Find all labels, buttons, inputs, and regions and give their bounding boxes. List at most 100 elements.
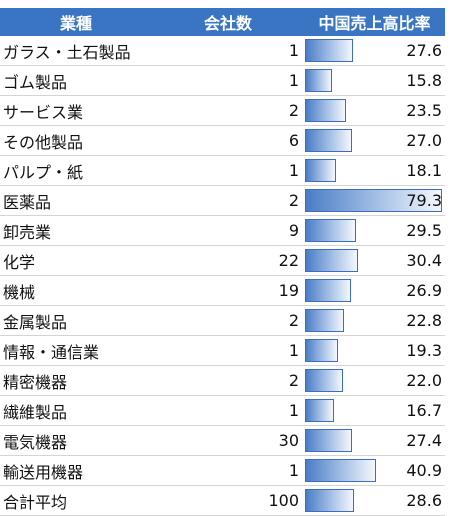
- ratio-data-bar: [305, 459, 376, 482]
- table-row: ゴム製品 1 15.8: [0, 66, 445, 96]
- china-sales-ratio: 27.0: [406, 131, 442, 150]
- company-count: 1: [288, 41, 299, 60]
- china-sales-ratio: 26.9: [406, 281, 442, 300]
- industry-name: 金属製品: [3, 312, 68, 332]
- company-count: 2: [288, 191, 299, 210]
- ratio-data-bar: [305, 369, 343, 392]
- ratio-cell: 19.3: [305, 336, 445, 365]
- china-sales-ratio: 28.6: [406, 491, 442, 510]
- ratio-cell: 27.0: [305, 126, 445, 155]
- industry-table: 業種 会社数 中国売上高比率 ガラス・土石製品 1 27.6 ゴム製品 1 15.8 サービ…: [0, 8, 445, 516]
- ratio-cell: 26.9: [305, 276, 445, 305]
- company-count: 19: [278, 281, 299, 300]
- ratio-cell: 22.0: [305, 366, 445, 395]
- ratio-cell: 30.4: [305, 246, 445, 275]
- company-count: 2: [288, 371, 299, 390]
- header-industry: 業種: [59, 14, 92, 33]
- table-row: 精密機器 2 22.0: [0, 366, 445, 396]
- ratio-cell: 29.5: [305, 216, 445, 245]
- ratio-data-bar: [305, 399, 334, 422]
- ratio-data-bar: [305, 99, 346, 122]
- industry-name: その他製品: [3, 132, 84, 152]
- table-row: 情報・通信業 1 19.3: [0, 336, 445, 366]
- industry-name: ゴム製品: [3, 72, 68, 92]
- company-count: 1: [288, 401, 299, 420]
- industry-name: サービス業: [3, 102, 84, 122]
- table-row: 卸売業 9 29.5: [0, 216, 445, 246]
- ratio-cell: 23.5: [305, 96, 445, 125]
- ratio-data-bar: [305, 189, 442, 212]
- china-sales-ratio: 15.8: [406, 71, 442, 90]
- table-row: 医薬品 2 79.3: [0, 186, 445, 216]
- table-row: 繊維製品 1 16.7: [0, 396, 445, 426]
- ratio-data-bar: [305, 489, 354, 512]
- china-sales-ratio: 16.7: [406, 401, 442, 420]
- industry-name: 精密機器: [3, 372, 68, 392]
- industry-name: 情報・通信業: [3, 342, 100, 362]
- china-sales-ratio: 79.3: [406, 191, 442, 210]
- china-sales-ratio: 27.4: [406, 431, 442, 450]
- table-row: 金属製品 2 22.8: [0, 306, 445, 336]
- ratio-cell: 15.8: [305, 66, 445, 95]
- header-company-count: 会社数: [203, 14, 252, 33]
- table-row: 化学 22 30.4: [0, 246, 445, 276]
- table-header: 業種 会社数 中国売上高比率: [0, 8, 445, 36]
- industry-name: パルプ・紙: [3, 162, 84, 182]
- china-sales-ratio: 22.8: [406, 311, 442, 330]
- ratio-cell: 28.6: [305, 486, 445, 515]
- company-count: 1: [288, 341, 299, 360]
- company-count: 22: [278, 251, 299, 270]
- industry-name: 卸売業: [3, 222, 52, 242]
- ratio-data-bar: [305, 69, 332, 92]
- industry-name: 医薬品: [3, 192, 52, 212]
- company-count: 30: [278, 431, 299, 450]
- ratio-data-bar: [305, 219, 356, 242]
- ratio-data-bar: [305, 309, 344, 332]
- company-count: 9: [288, 221, 299, 240]
- table-row: 機械 19 26.9: [0, 276, 445, 306]
- industry-name: 電気機器: [3, 432, 68, 452]
- ratio-data-bar: [305, 39, 353, 62]
- ratio-cell: 18.1: [305, 156, 445, 185]
- company-count: 6: [288, 131, 299, 150]
- header-china-sales-ratio: 中国売上高比率: [318, 14, 431, 33]
- table-row: ガラス・土石製品 1 27.6: [0, 36, 445, 66]
- industry-name: 合計平均: [3, 492, 68, 512]
- china-sales-ratio: 19.3: [406, 341, 442, 360]
- china-sales-ratio: 29.5: [406, 221, 442, 240]
- china-sales-ratio: 23.5: [406, 101, 442, 120]
- ratio-cell: 40.9: [305, 456, 445, 485]
- industry-name: 輸送用機器: [3, 462, 84, 482]
- china-sales-ratio: 40.9: [406, 461, 442, 480]
- ratio-cell: 27.6: [305, 36, 445, 65]
- company-count: 1: [288, 461, 299, 480]
- china-sales-ratio: 22.0: [406, 371, 442, 390]
- industry-name: 機械: [3, 282, 36, 302]
- ratio-data-bar: [305, 339, 338, 362]
- table-row: 合計平均 100 28.6: [0, 486, 445, 516]
- company-count: 1: [288, 161, 299, 180]
- table-row: 輸送用機器 1 40.9: [0, 456, 445, 486]
- ratio-cell: 79.3: [305, 186, 445, 215]
- table-row: その他製品 6 27.0: [0, 126, 445, 156]
- ratio-cell: 22.8: [305, 306, 445, 335]
- industry-name: ガラス・土石製品: [3, 42, 131, 62]
- china-sales-ratio: 30.4: [406, 251, 442, 270]
- ratio-data-bar: [305, 129, 352, 152]
- company-count: 1: [288, 71, 299, 90]
- table-body: ガラス・土石製品 1 27.6 ゴム製品 1 15.8 サービス業 2 23.5 その他製品 6 27…: [0, 36, 445, 516]
- company-count: 2: [288, 101, 299, 120]
- ratio-data-bar: [305, 429, 352, 452]
- industry-name: 繊維製品: [3, 402, 68, 422]
- industry-name: 化学: [3, 252, 36, 272]
- ratio-data-bar: [305, 159, 336, 182]
- ratio-cell: 16.7: [305, 396, 445, 425]
- china-sales-ratio: 27.6: [406, 41, 442, 60]
- table-row: 電気機器 30 27.4: [0, 426, 445, 456]
- table-row: サービス業 2 23.5: [0, 96, 445, 126]
- china-sales-ratio: 18.1: [406, 161, 442, 180]
- ratio-cell: 27.4: [305, 426, 445, 455]
- table-row: パルプ・紙 1 18.1: [0, 156, 445, 186]
- company-count: 100: [268, 491, 299, 510]
- company-count: 2: [288, 311, 299, 330]
